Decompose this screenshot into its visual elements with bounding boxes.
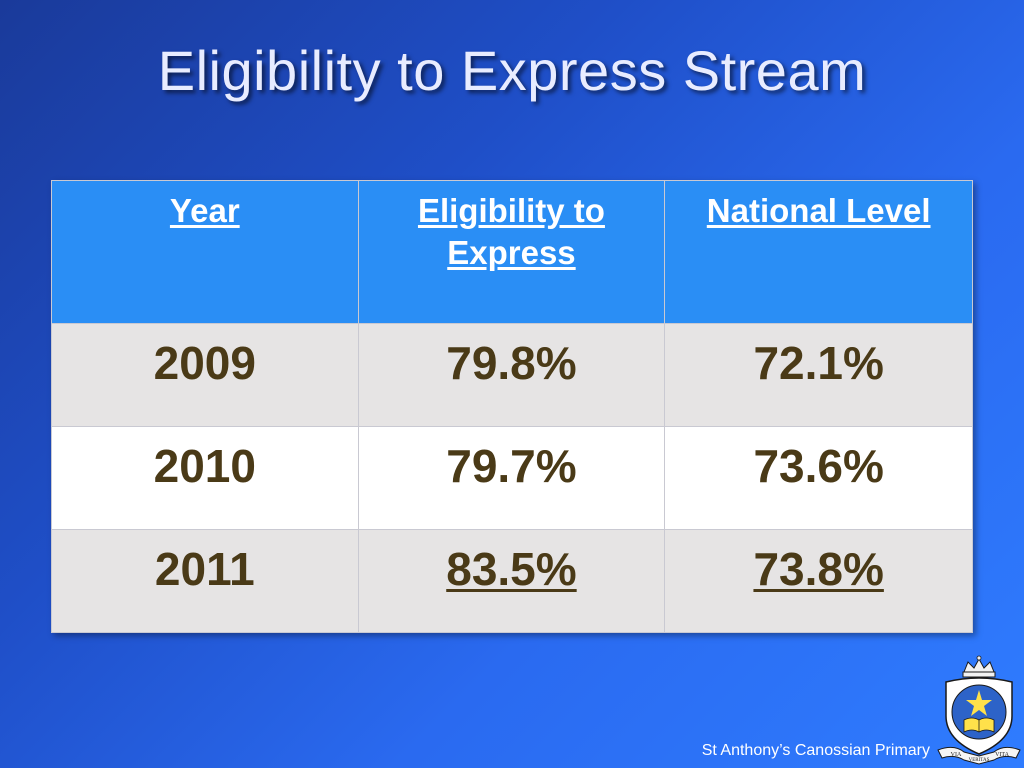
header-national-level-label: National Level bbox=[706, 192, 931, 229]
cell-year: 2009 bbox=[51, 323, 359, 427]
cell-eligibility-underlined: 83.5% bbox=[446, 543, 577, 595]
book-icon bbox=[963, 717, 995, 733]
table-row: 2010 79.7% 73.6% bbox=[51, 426, 973, 530]
cell-eligibility: 79.8% bbox=[357, 323, 666, 427]
header-national-level: National Level bbox=[664, 180, 973, 324]
cell-year: 2010 bbox=[51, 426, 359, 530]
cell-year: 2011 bbox=[51, 529, 359, 633]
star-icon bbox=[966, 690, 992, 716]
motto-veritas: VERITAS bbox=[969, 758, 990, 763]
eligibility-table: Year Eligibility to Express National Lev… bbox=[51, 180, 973, 633]
slide-title: Eligibility to Express Stream bbox=[157, 39, 867, 102]
table-row: 2011 83.5% 73.8% bbox=[51, 529, 973, 633]
footer-school-name: St Anthony’s Canossian Primary bbox=[701, 742, 930, 759]
crown-icon bbox=[962, 655, 996, 678]
header-year-label: Year bbox=[169, 192, 240, 229]
cell-national-underlined: 73.8% bbox=[753, 543, 884, 595]
motto-vita: VITA bbox=[995, 752, 1010, 758]
header-eligibility: Eligibility to Express bbox=[357, 180, 666, 324]
cell-eligibility: 83.5% bbox=[357, 529, 666, 633]
cell-national: 73.8% bbox=[664, 529, 973, 633]
table-header-row: Year Eligibility to Express National Lev… bbox=[51, 180, 973, 324]
cell-eligibility: 79.7% bbox=[357, 426, 666, 530]
cell-national: 73.6% bbox=[664, 426, 973, 530]
table-row: 2009 79.8% 72.1% bbox=[51, 323, 973, 427]
school-crest-logo: VIA VERITAS VITA bbox=[937, 655, 1021, 765]
motto-via: VIA bbox=[951, 752, 962, 758]
header-eligibility-label: Eligibility to Express bbox=[417, 192, 605, 271]
cell-national: 72.1% bbox=[664, 323, 973, 427]
header-year: Year bbox=[51, 180, 359, 324]
